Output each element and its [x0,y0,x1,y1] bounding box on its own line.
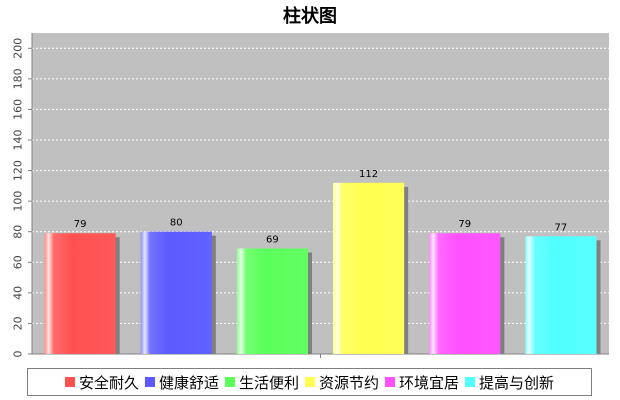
legend-item-2: 生活便利 [224,372,299,393]
legend-swatch-3 [305,377,315,387]
legend-label-5: 提高与创新 [479,373,555,392]
y-tick-label-6: 120 [12,160,25,181]
y-tick-label-8: 160 [12,99,25,120]
legend-item-5: 提高与创新 [465,372,554,393]
legend-label-3: 资源节约 [319,373,380,392]
bar-4 [429,233,501,354]
legend-item-0: 安全耐久 [64,372,139,393]
y-tick-label-4: 80 [12,225,25,239]
y-tick-label-10: 200 [12,38,25,59]
bar-0 [44,233,116,354]
y-tick-label-7: 140 [12,130,25,151]
legend-label-1: 健康舒适 [158,373,219,392]
legend-label-4: 环境宜居 [399,373,460,392]
bar-value-label-1: 80 [170,218,183,229]
legend-swatch-4 [385,377,396,387]
legend-label-2: 生活便利 [238,373,299,392]
bar-value-label-3: 112 [359,169,378,180]
legend-item-4: 环境宜居 [385,372,459,393]
y-tick-label-5: 100 [12,191,25,212]
bar-5 [525,236,597,354]
legend-item-1: 健康舒适 [144,372,219,393]
chart-legend: 安全耐久 健康舒适 生活便利 资源节约 环境宜居 提高与创新 [27,368,592,396]
y-tick-label-0: 0 [12,351,25,358]
legend-item-3: 资源节约 [305,372,379,393]
bar-3 [333,182,405,354]
y-tick-label-1: 20 [12,316,25,330]
legend-swatch-0 [64,377,75,387]
legend-swatch-2 [224,377,235,387]
legend-swatch-1 [144,377,155,387]
bar-2 [236,248,308,354]
bar-value-label-5: 77 [555,222,568,233]
bar-1 [140,231,212,354]
y-tick-label-3: 60 [12,255,25,269]
legend-label-0: 安全耐久 [78,373,139,392]
plot-area [32,33,609,354]
legend-swatch-5 [465,377,476,387]
bar-value-label-0: 79 [74,219,87,230]
bar-value-label-4: 79 [458,219,471,230]
bar-value-label-2: 69 [266,235,279,246]
y-tick-label-2: 40 [12,286,25,300]
y-tick-label-9: 180 [12,68,25,89]
chart-title: 柱状图 [283,6,337,27]
